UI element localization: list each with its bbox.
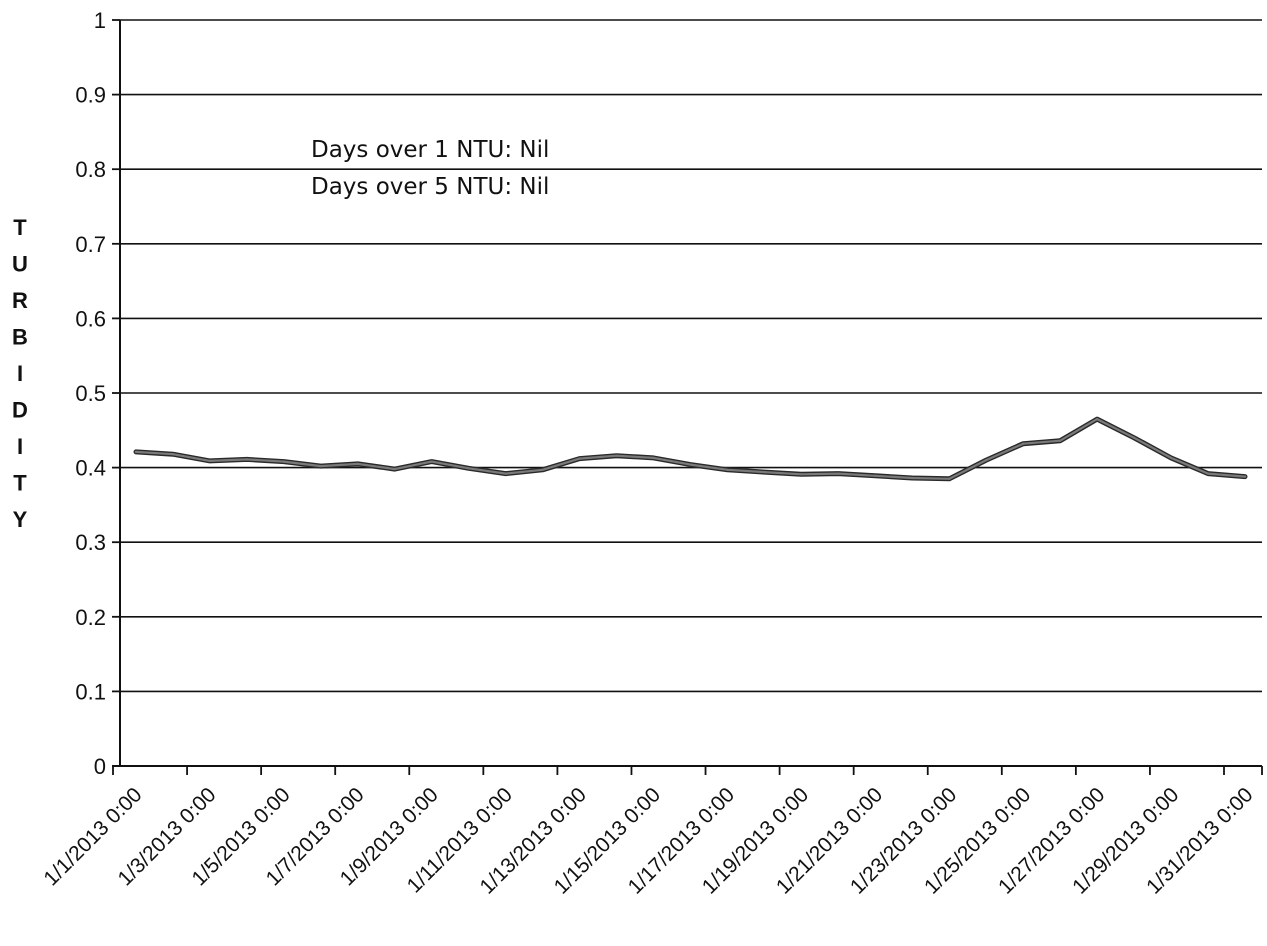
- y-tick-label: 0: [94, 754, 106, 779]
- data-point: [171, 453, 175, 456]
- y-tick-label: 0.2: [75, 605, 106, 630]
- y-tick-label: 0.8: [75, 157, 106, 182]
- data-point: [837, 472, 840, 475]
- series-line-outline: [133, 416, 1248, 482]
- y-tick-label: 0.5: [75, 381, 106, 406]
- y-tick-label: 0.9: [75, 83, 106, 108]
- y-tick-label: 0.7: [75, 232, 106, 257]
- data-point: [356, 462, 359, 466]
- annotations: Days over 1 NTU: Nil Days over 5 NTU: Nil: [311, 137, 549, 200]
- annotation-text: Days over 5 NTU: Nil: [311, 174, 549, 200]
- data-point: [985, 458, 988, 462]
- data-point: [393, 467, 396, 471]
- gridlines: [120, 19, 1262, 693]
- data-point: [689, 463, 692, 466]
- data-point: [911, 476, 914, 480]
- data-point: [578, 457, 581, 460]
- y-axis-label-letter: R: [12, 288, 28, 313]
- data-point: [282, 460, 286, 463]
- data-point: [615, 454, 618, 457]
- y-axis-label-letter: T: [13, 471, 27, 496]
- y-axis-ticks: 0 0.1 0.2 0.3 0.4 0.5 0.6 0.7 0.8 0.9 1: [75, 8, 120, 779]
- y-tick-label: 0.4: [75, 456, 106, 481]
- data-point: [1059, 439, 1062, 442]
- data-point: [1169, 456, 1173, 460]
- data-point: [726, 468, 729, 471]
- data-point: [652, 456, 655, 460]
- data-point: [1132, 436, 1136, 439]
- y-tick-label: 0.3: [75, 530, 106, 555]
- data-point: [208, 459, 212, 463]
- x-axis-ticks: 1/1/2013 0:001/3/2013 0:001/5/2013 0:001…: [39, 766, 1263, 899]
- data-point: [245, 458, 249, 461]
- data-point: [134, 450, 138, 454]
- data-point: [763, 470, 766, 474]
- data-point: [319, 464, 322, 468]
- data-point: [430, 460, 433, 463]
- data-point: [541, 468, 544, 471]
- data-point: [467, 467, 470, 470]
- y-axis-label-letter: D: [12, 398, 28, 423]
- y-axis-label-letter: I: [17, 434, 23, 459]
- data-point: [1243, 475, 1247, 478]
- y-axis-label-letter: B: [12, 325, 28, 350]
- y-tick-label: 1: [94, 8, 106, 33]
- data-point: [1022, 442, 1025, 445]
- y-axis-label-letter: U: [12, 252, 28, 277]
- series-group: [133, 416, 1248, 482]
- y-axis-label-letter: Y: [13, 507, 28, 532]
- y-tick-label: 0.6: [75, 306, 106, 331]
- data-point: [800, 473, 803, 476]
- y-tick-label: 0.1: [75, 679, 106, 704]
- data-point: [504, 472, 507, 475]
- data-point: [1206, 472, 1210, 475]
- annotation-text: Days over 1 NTU: Nil: [311, 137, 549, 163]
- data-point: [1095, 417, 1099, 421]
- data-point: [874, 474, 877, 477]
- data-point: [948, 477, 951, 480]
- y-axis-label-letter: I: [17, 361, 23, 386]
- y-axis-label-letter: T: [13, 215, 27, 240]
